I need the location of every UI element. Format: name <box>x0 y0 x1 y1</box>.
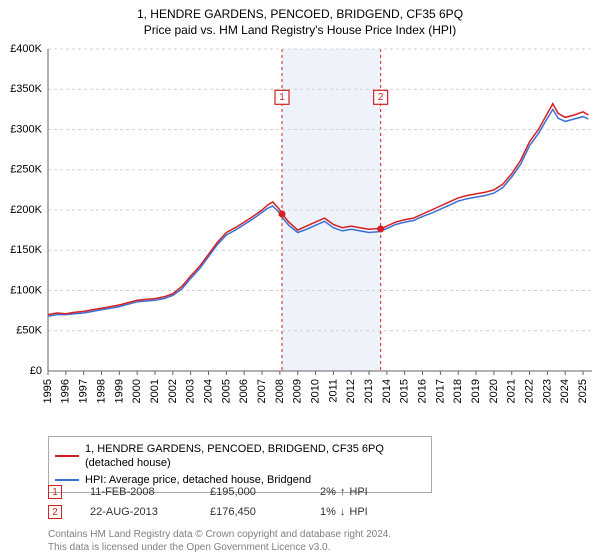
chart-subtitle: Price paid vs. HM Land Registry's House … <box>0 23 600 41</box>
sale-point <box>377 225 384 232</box>
x-tick-label: 2006 <box>238 379 250 403</box>
y-tick-label: £200K <box>10 204 42 216</box>
sale-delta: 2% ↑HPI <box>320 486 400 498</box>
x-tick-label: 2023 <box>541 379 553 403</box>
sale-point <box>279 210 286 217</box>
y-tick-label: £100K <box>10 284 42 296</box>
chart-area: £0 £50K £100K £150K £200K £250K £300K £350K £400… <box>0 41 600 431</box>
sales-row: 1 11-FEB-2008£195,0002% ↑HPI <box>48 482 400 502</box>
x-tick-label: 2003 <box>185 379 197 403</box>
x-tick-label: 1999 <box>113 379 125 403</box>
sale-price: £176,450 <box>210 506 320 518</box>
y-tick-label: £250K <box>10 163 42 175</box>
footnote-line-2: This data is licensed under the Open Gov… <box>48 541 391 554</box>
x-tick-label: 2014 <box>381 379 393 403</box>
sale-delta: 1% ↓HPI <box>320 506 400 518</box>
x-tick-label: 2015 <box>399 379 411 403</box>
delta-pct: 2% <box>320 486 336 498</box>
sale-marker-ref: 2 <box>48 505 62 519</box>
sale-marker-label: 2 <box>378 92 384 103</box>
x-tick-label: 2000 <box>131 379 143 403</box>
x-tick-label: 1996 <box>60 379 72 403</box>
sale-price: £195,000 <box>210 486 320 498</box>
x-tick-label: 2001 <box>149 379 161 403</box>
x-tick-label: 2012 <box>345 379 357 403</box>
delta-suffix: HPI <box>349 486 367 498</box>
x-tick-label: 2024 <box>559 379 571 403</box>
x-tick-label: 1998 <box>95 379 107 403</box>
delta-suffix: HPI <box>349 506 367 518</box>
x-tick-label: 2002 <box>167 379 179 403</box>
x-tick-label: 2007 <box>256 379 268 403</box>
sale-marker-label: 1 <box>279 92 285 103</box>
y-tick-label: £50K <box>16 324 42 336</box>
x-tick-label: 2018 <box>452 379 464 403</box>
sales-row: 2 22-AUG-2013£176,4501% ↓HPI <box>48 502 400 522</box>
footnote-line-1: Contains HM Land Registry data © Crown c… <box>48 528 391 541</box>
legend-label: 1, HENDRE GARDENS, PENCOED, BRIDGEND, CF… <box>85 442 425 471</box>
x-tick-label: 2013 <box>363 379 375 403</box>
line-chart: £0 £50K £100K £150K £200K £250K £300K £350K £400… <box>0 41 600 431</box>
x-tick-label: 1997 <box>78 379 90 403</box>
legend-swatch <box>55 479 79 481</box>
y-tick-label: £350K <box>10 83 42 95</box>
x-tick-label: 2011 <box>327 379 339 403</box>
arrow-down-icon: ↓ <box>340 506 346 518</box>
sale-date: 22-AUG-2013 <box>90 506 210 518</box>
x-tick-label: 2005 <box>220 379 232 403</box>
sale-marker-ref: 1 <box>48 485 62 499</box>
legend-swatch <box>55 455 79 457</box>
sale-date: 11-FEB-2008 <box>90 486 210 498</box>
x-tick-label: 2009 <box>292 379 304 403</box>
x-tick-label: 2016 <box>416 379 428 403</box>
x-tick-label: 2017 <box>434 379 446 403</box>
footnote: Contains HM Land Registry data © Crown c… <box>48 528 391 554</box>
legend-item: 1, HENDRE GARDENS, PENCOED, BRIDGEND, CF… <box>55 441 425 472</box>
y-tick-label: £0 <box>30 365 42 377</box>
y-tick-label: £400K <box>10 43 42 55</box>
x-tick-label: 2010 <box>309 379 321 403</box>
y-tick-label: £300K <box>10 123 42 135</box>
x-tick-label: 2008 <box>274 379 286 403</box>
x-tick-label: 2019 <box>470 379 482 403</box>
arrow-up-icon: ↑ <box>340 486 346 498</box>
y-tick-label: £150K <box>10 244 42 256</box>
delta-pct: 1% <box>320 506 336 518</box>
x-tick-label: 2020 <box>488 379 500 403</box>
x-tick-label: 2022 <box>523 379 535 403</box>
chart-title: 1, HENDRE GARDENS, PENCOED, BRIDGEND, CF… <box>0 0 600 23</box>
sales-table: 1 11-FEB-2008£195,0002% ↑HPI 2 22-AUG-2013£1… <box>48 482 400 522</box>
x-tick-label: 1995 <box>42 379 54 403</box>
x-tick-label: 2025 <box>577 379 589 403</box>
x-tick-label: 2004 <box>202 379 214 403</box>
x-tick-label: 2021 <box>506 379 518 403</box>
